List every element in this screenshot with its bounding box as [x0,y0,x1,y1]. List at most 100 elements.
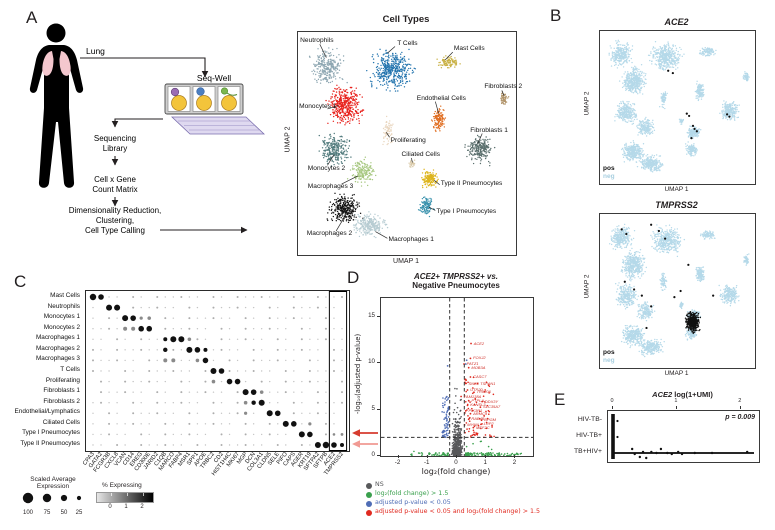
x-tick-label: -1 [424,459,430,466]
cluster-label: Neutrophils [300,36,334,44]
dotplot-row-label: Macrophages 2 [35,344,80,352]
strip-pvalue: p = 0.009 [725,414,755,421]
cluster-label: Mast Cells [453,44,485,52]
legend-dot [366,500,372,507]
size-legend-value: 75 [43,509,51,516]
organ-label: Lung [86,46,105,56]
step-dimred-2: Clustering, [96,216,134,225]
cluster-label: Macrophages 3 [307,183,354,191]
ace2-umap-canvas [600,31,755,184]
dotplot-row-label: T Cells [60,366,80,373]
strip-title: ACE2 log(1+UMI) [607,390,758,399]
cluster-label: Type I Pneumocytes [436,207,497,215]
tmprss2-umap-title: TMPRSS2 [655,200,698,210]
volcano-xlabel: log₂(fold change) [421,467,491,476]
pct-legend-tick: 2 [140,504,144,511]
strip-top-tick-label: 1 [674,398,678,404]
ace2-umap-ylabel: UMAP 2 [583,91,591,116]
volcano-gene-label: SLC35A7 [483,404,501,410]
workflow-diagram: Lung Seq-Well Sequencing Library Cell x … [29,23,266,235]
tmprss2-legend-pos: pos [603,349,615,357]
x-tick-label: -2 [394,459,401,466]
tmprss2-legend-neg: neg [603,357,615,365]
volcano-title: ACE2+ TMPRSS2+ vs. Negative Pneumocytes [366,272,546,290]
volcano-gene-label: PATZ1 [466,360,479,366]
legend-dot [366,491,372,498]
strip-title-rest: log(1+UMI) [672,390,713,399]
ace2-legend-neg: neg [603,173,615,181]
cluster-label: Macrophages 2 [306,230,353,238]
legend-dot [366,482,372,489]
dotplot-row-label: Fibroblasts 2 [43,397,80,405]
legend-dot [366,509,372,516]
volcano-gene-label: MOB3A [471,364,486,370]
volcano-gene-label: FAM138A [463,393,482,399]
volcano-gene-label: ARMC9 [473,410,488,416]
human-silhouette-icon [29,23,84,188]
cluster-label: Monocytes 1 [299,103,337,111]
celltypes-umap-plot: Neutrophils T Cells Mast Cells Fibroblasts … [297,31,522,256]
volcano-title-line2: Negative Pneumocytes [412,281,500,290]
cluster-label: Fibroblasts 2 [484,83,523,91]
volcano-plot: ACE2 FOXJ2 PATZ1 MOB3A CASC7 SNF8 TSPAN1 UTP20 T… [380,297,534,457]
dotplot-row-label: Type I Pneumocytes [22,429,80,437]
seqwell-device-icon [164,83,244,115]
volcano-gene-label: TSPAN1 [480,380,496,386]
strip-group-label: TB+HIV+ [574,448,602,455]
volcano-gene-label: PTPLA [471,397,485,403]
celltypes-umap-labels: Neutrophils T Cells Mast Cells Fibroblasts … [298,32,522,255]
arrow-device-to-library [111,118,163,128]
volcano-gene-label: MEF2C [476,424,490,430]
x-tick-label: 1 [483,459,487,466]
pct-legend-tick: 1 [124,504,128,511]
arrow-lung-to-seqwell [80,57,209,78]
panel-b-label: B [550,6,562,25]
pneumocyte-arrow-icon [352,429,378,438]
volcano-ylabel: -log₁₀(adjusted p-value) [354,333,362,415]
panel-c-label: C [14,272,27,291]
tmprss2-umap-plot: pos neg [599,213,756,369]
size-legend-value: 50 [60,509,68,516]
strip-canvas [608,411,759,462]
pct-legend-tick: 0 [108,504,112,511]
step-dimred-1: Dimensionality Reduction, [69,206,162,215]
cluster-label: T Cells [397,39,418,47]
volcano-gene-label: TRIM06 [476,389,491,395]
strip-top-tick-label: 2 [738,398,742,404]
cluster-label: Ciliated Cells [401,150,441,158]
dotplot-row-label: Monocytes 1 [43,313,80,321]
dotplot-row-label: Macrophages 1 [35,334,80,342]
volcano-gene-label: DDX3Y [484,398,499,404]
dotplot-row-labels: Mast Cells Neutrophils Monocytes 1 Monocyte… [0,290,83,450]
volcano-canvas [381,298,533,456]
legend-item: adjusted p-value < 0.05 and log₂(fold ch… [366,508,540,517]
dotplot-row-label: Type II Pneumocytes [20,440,80,447]
step-sequencing-library-1: Sequencing [94,134,136,143]
dotplot-row-label: Mast Cells [50,292,80,299]
step-sequencing-library-2: Library [103,144,127,153]
pct-legend: % Expressing 0 1 2 [96,482,166,511]
legend-item: adjusted p-value < 0.05 [366,499,540,508]
celltypes-umap-ylabel: UMAP 2 [284,126,292,153]
x-tick-label: 0 [454,459,458,466]
dotplot-row-label: Macrophages 3 [35,355,80,363]
ace2-legend-pos: pos [603,165,615,173]
cluster-label: Endothelial Cells [416,94,466,102]
size-legend-value: 25 [75,509,83,516]
size-legend-value: 100 [22,509,33,516]
dotplot-grid [85,290,350,452]
legend-label: NS [375,481,384,489]
x-tick-mark [456,455,457,458]
y-tick-label: 0 [371,451,375,458]
legend-item: NS [366,481,540,490]
dotplot-row-label: Neutrophils [47,302,80,310]
tmprss2-umap-xlabel: UMAP 1 [664,370,689,377]
strip-group-label: HIV-TB+ [576,432,602,439]
volcano-gene-label: UTP20 [470,387,483,392]
dotplot-row-label: Proliferating [45,376,80,384]
step-count-matrix-1: Cell x Gene [94,175,136,184]
y-tick-mark [377,362,380,364]
volcano-gene-label: MYNN [467,421,480,427]
size-legend-values: 100 75 50 25 [14,510,92,518]
